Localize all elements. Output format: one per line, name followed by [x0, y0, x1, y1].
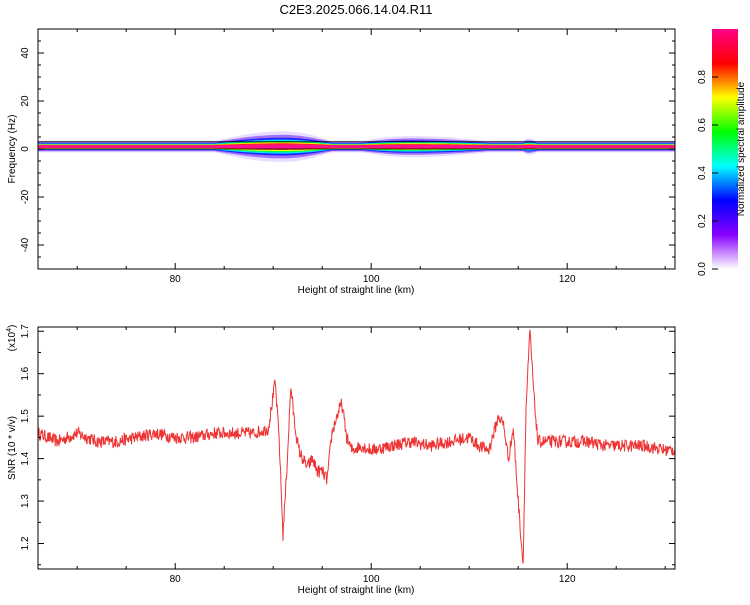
heatmap-ytick-label: -20: [20, 189, 31, 204]
snr-ticks: 80 100 120 1.2 1.3 1.4 1.5 1.6 1.7: [20, 324, 675, 585]
snr-xtick-label: 100: [363, 574, 380, 585]
heatmap-ytick-label: 20: [20, 95, 31, 107]
heatmap-ytick-label: 40: [20, 47, 31, 59]
snr-scale-label: (x104): [6, 325, 18, 352]
snr-ytick-label: 1.4: [20, 451, 31, 465]
colorbar-ticks: 0.0 0.2 0.4 0.6 0.8: [697, 70, 718, 276]
heatmap-panel: 80 100 120 40 20 0 -20 -40 Height of straight l…: [7, 28, 676, 296]
heatmap-band: [38, 131, 675, 162]
colorbar-label: Normalized spectral amplitude: [736, 81, 747, 216]
figure-title: C2E3.2025.066.14.04.R11: [280, 2, 433, 17]
colorbar-gradient: [712, 29, 738, 269]
heatmap-xtick-label: 80: [170, 274, 182, 285]
snr-frame: [37, 326, 676, 570]
colorbar-tick-label: 0.8: [697, 70, 708, 84]
colorbar: 0.0 0.2 0.4 0.6 0.8 Normalized spectral ampl…: [697, 29, 747, 276]
colorbar-tick-label: 0.0: [697, 262, 708, 276]
heatmap-xtick-label: 100: [363, 274, 380, 285]
heatmap-ticks: 80 100 120 40 20 0 -20 -40: [20, 28, 675, 285]
heatmap-xtick-label: 120: [559, 274, 576, 285]
snr-xtick-label: 80: [170, 574, 182, 585]
colorbar-tick-label: 0.6: [697, 118, 708, 132]
snr-ytick-label: 1.3: [20, 494, 31, 508]
snr-ytick-label: 1.2: [20, 536, 31, 550]
colorbar-tick-label: 0.2: [697, 214, 708, 228]
heatmap-ytick-label: -40: [20, 237, 31, 252]
colorbar-tick-label: 0.4: [697, 166, 708, 180]
snr-panel: 80 100 120 1.2 1.3 1.4 1.5 1.6 1.7 Height of str…: [6, 324, 676, 596]
heatmap-xlabel: Height of straight line (km): [298, 285, 415, 296]
snr-series-line: [38, 329, 675, 564]
snr-ytick-label: 1.5: [20, 409, 31, 423]
heatmap-ylabel: Frequency (Hz): [7, 115, 18, 184]
snr-ytick-label: 1.6: [20, 366, 31, 380]
snr-xtick-label: 120: [559, 574, 576, 585]
snr-xlabel: Height of straight line (km): [298, 585, 415, 596]
heatmap-band-core: [38, 144, 675, 149]
snr-ylabel: SNR (10 * v/v): [7, 416, 18, 480]
heatmap-ytick-label: 0: [20, 146, 31, 152]
snr-ytick-label: 1.7: [20, 324, 31, 338]
